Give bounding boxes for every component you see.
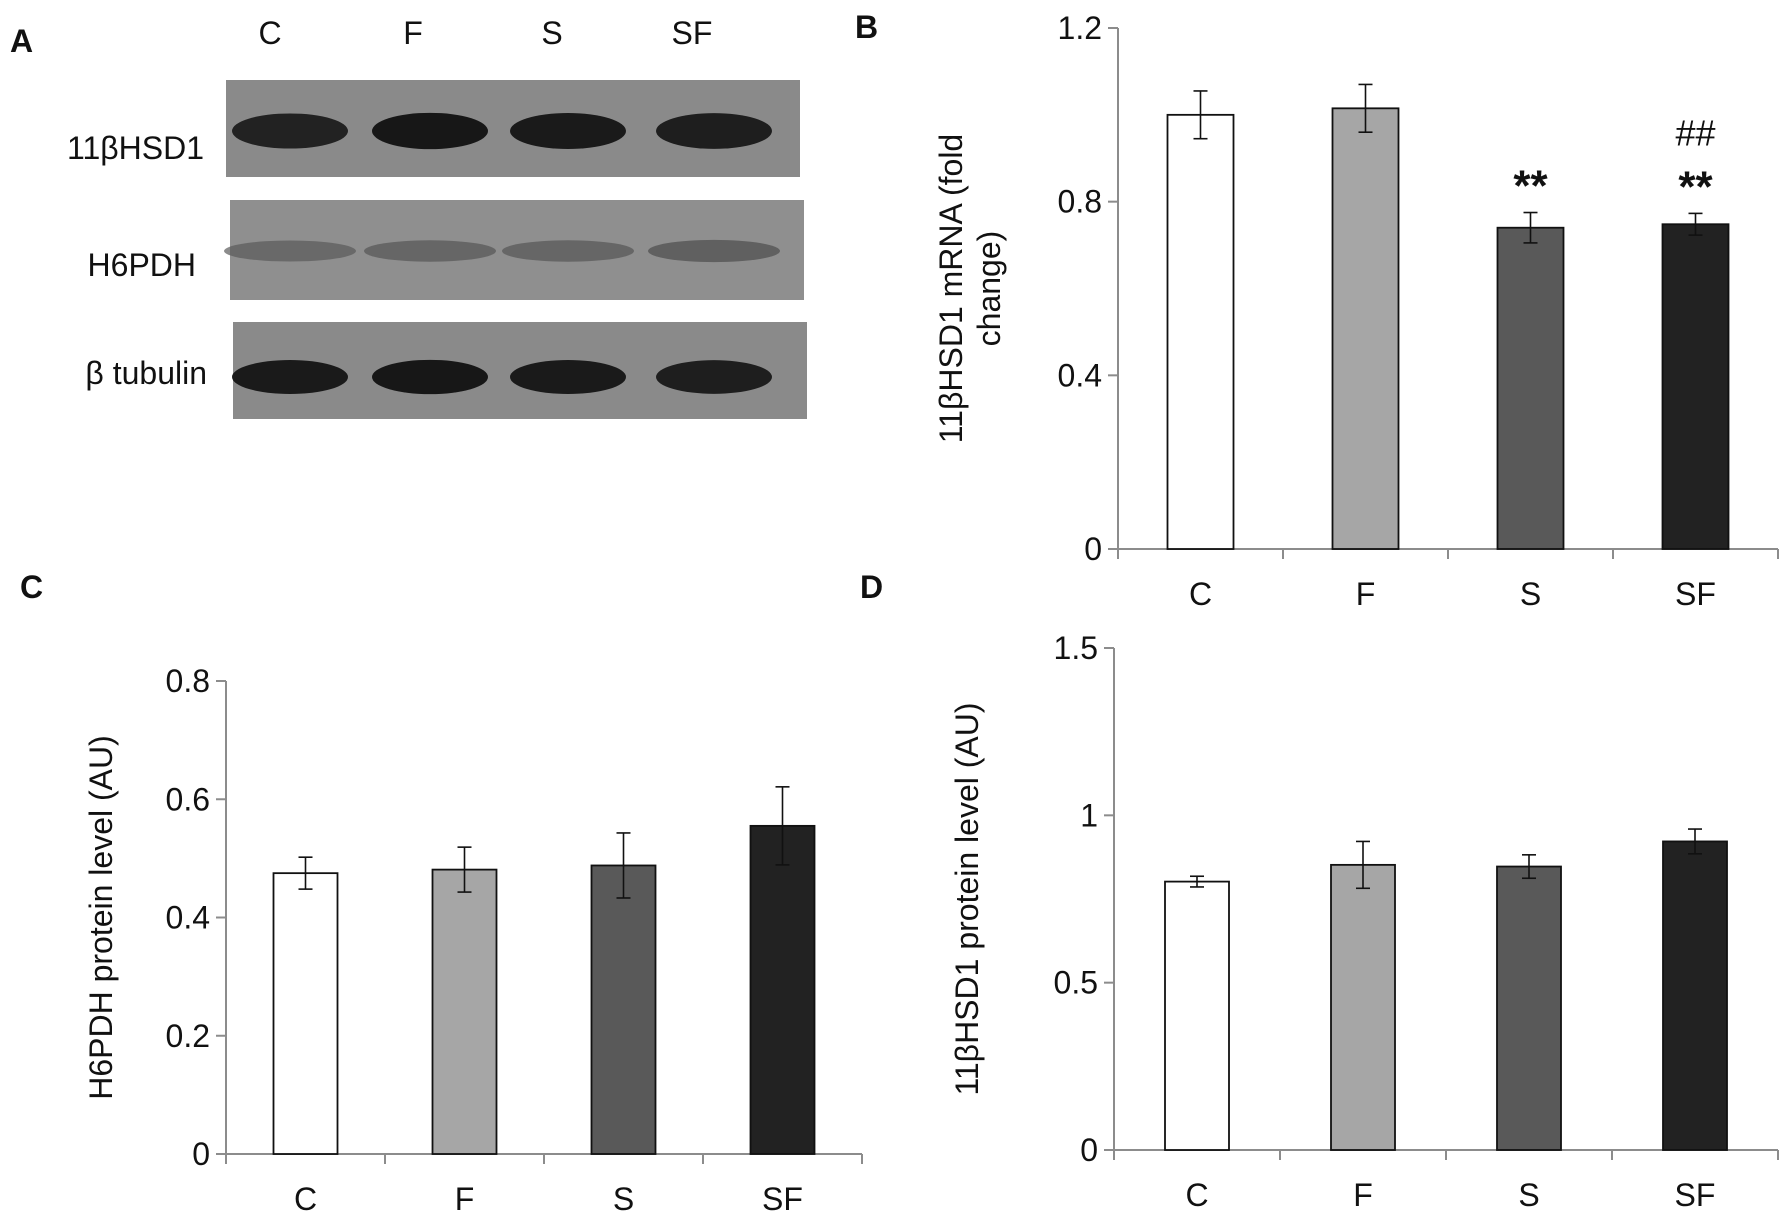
blot-label-11bhsd1: 11βHSD1 — [67, 130, 204, 166]
blot-label-h6pdh: H6PDH — [88, 247, 196, 283]
y-tick-label: 0 — [1084, 531, 1102, 567]
x-category-label: F — [455, 1181, 475, 1217]
bar-c — [272, 872, 339, 1155]
y-tick-label: 0.6 — [166, 781, 210, 817]
y-tick-label: 0.5 — [1054, 965, 1098, 1001]
y-tick-label: 0.8 — [1058, 184, 1102, 220]
x-category-label: SF — [762, 1181, 803, 1217]
panel-a-letter: A — [10, 23, 33, 59]
y-axis-label: H6PDH protein level (AU) — [83, 735, 119, 1100]
significance-mark: ** — [1678, 162, 1713, 211]
panel-a-western-blot: A C F S SF 11βHSD1 H6PDH β tubulin — [10, 15, 807, 419]
bar-c — [1164, 880, 1230, 1151]
x-category-label: F — [1353, 1177, 1373, 1213]
lane-label-sf: SF — [672, 15, 713, 51]
significance-mark: ** — [1513, 162, 1548, 211]
panel-b-letter: B — [855, 9, 878, 45]
bar-sf — [749, 824, 816, 1155]
y-axis-label: 11βHSD1 mRNA (fold — [933, 134, 969, 443]
y-tick-label: 1.5 — [1054, 630, 1098, 666]
lane-label-c: C — [258, 15, 281, 51]
bar-c — [1166, 113, 1235, 550]
x-category-label: C — [294, 1181, 317, 1217]
chart-c-plot: 0 0.2 0.4 0.6 0.8 C F S SF H6PDH protein level (A… — [83, 663, 863, 1217]
y-tick-label: 1.2 — [1058, 10, 1102, 46]
y-tick-label: 0.8 — [166, 663, 210, 699]
x-category-label: S — [1520, 576, 1541, 612]
x-category-label: SF — [1675, 1177, 1716, 1213]
blot-band — [510, 113, 626, 149]
significance-mark: ## — [1675, 112, 1715, 153]
bar-sf — [1662, 840, 1728, 1151]
blot-band — [364, 240, 496, 262]
lane-label-s: S — [541, 15, 562, 51]
blot-band — [656, 360, 772, 394]
panel-d-letter: D — [860, 569, 883, 605]
blot-band — [648, 239, 780, 263]
y-tick-label: 0.4 — [1058, 357, 1102, 393]
bar-s — [1496, 865, 1562, 1151]
y-tick-label: 0.4 — [166, 900, 210, 936]
y-tick-label: 1 — [1080, 797, 1098, 833]
bar-s — [590, 864, 657, 1155]
blot-band — [232, 113, 348, 149]
blot-band — [224, 240, 356, 262]
y-tick-label: 0.2 — [166, 1018, 210, 1054]
panel-c-h6pdh-chart: C 0 0.2 0.4 0.6 0.8 C F S SF H6PDH protein level … — [20, 569, 863, 1217]
x-category-label: SF — [1675, 576, 1716, 612]
bar-f — [1330, 863, 1396, 1151]
x-category-label: C — [1185, 1177, 1208, 1213]
blot-strips — [224, 80, 807, 419]
blot-band — [502, 240, 634, 262]
bar-s — [1496, 226, 1565, 550]
blot-band — [510, 360, 626, 394]
panel-b-mrna-chart: B 0 0.4 0.8 1.2 C F S SF ** ** ## 11βHSD1 mRNA (fol… — [855, 9, 1779, 612]
x-category-label: S — [1518, 1177, 1539, 1213]
y-tick-label: 0 — [1080, 1132, 1098, 1168]
blot-band — [656, 113, 772, 149]
bar-f — [1331, 107, 1400, 550]
chart-b-plot: 0 0.4 0.8 1.2 C F S SF ** ** ## 11βHSD1 mRNA (fold c… — [933, 10, 1779, 612]
x-category-label: C — [1189, 576, 1212, 612]
panel-c-letter: C — [20, 569, 43, 605]
lane-label-f: F — [403, 15, 423, 51]
y-axis-label: change) — [971, 231, 1007, 347]
y-tick-label: 0 — [192, 1136, 210, 1172]
x-category-label: S — [613, 1181, 634, 1217]
bar-f — [431, 868, 498, 1155]
y-axis-label: 11βHSD1 protein level (AU) — [949, 702, 985, 1095]
x-category-label: F — [1356, 576, 1376, 612]
blot-band — [232, 360, 348, 394]
bar-sf — [1661, 223, 1730, 550]
chart-d-plot: 0 0.5 1 1.5 C F S SF 11βHSD1 protein level (AU) — [949, 630, 1779, 1213]
blot-label-beta-tubulin: β tubulin — [85, 355, 207, 391]
blot-band — [372, 112, 488, 150]
blot-band — [372, 359, 488, 395]
